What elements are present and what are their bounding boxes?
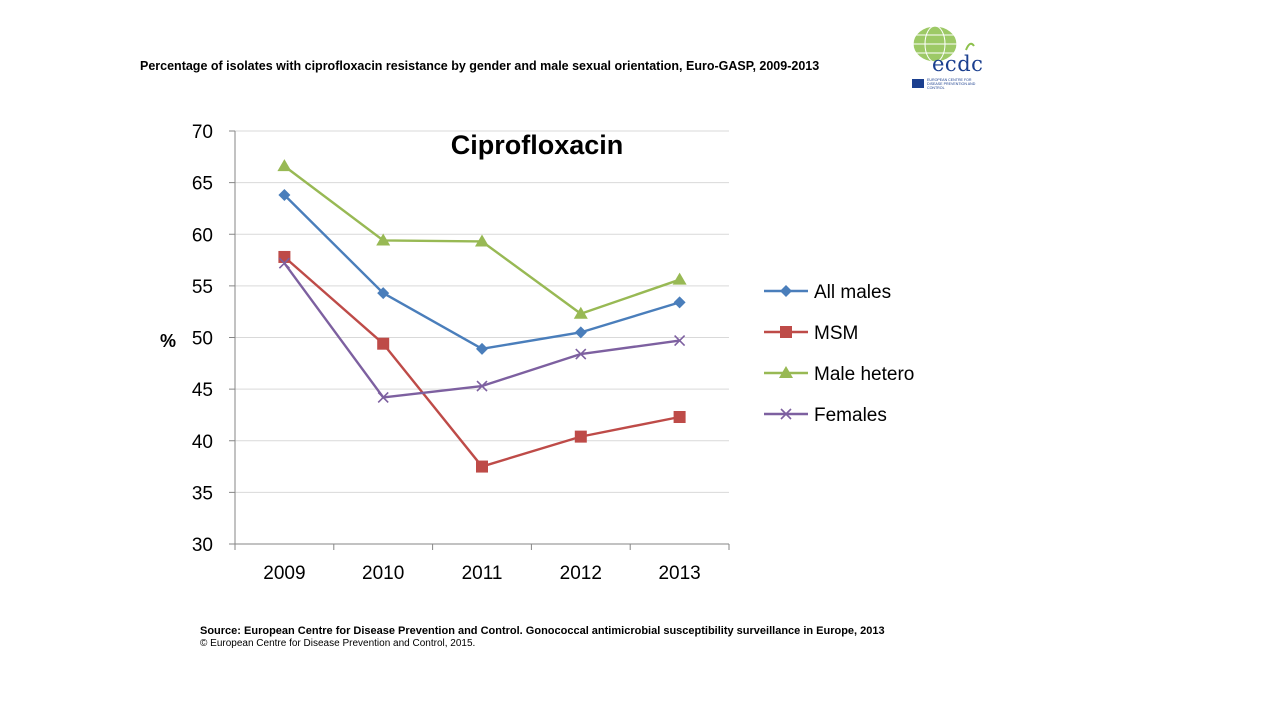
logo-text: ecdc xyxy=(932,52,984,76)
data-point-msm xyxy=(673,411,686,424)
data-point-msm xyxy=(574,430,587,443)
legend-label-msm: MSM xyxy=(814,323,858,344)
data-point-all-males xyxy=(377,287,390,300)
y-tick-label: 30 xyxy=(192,535,213,556)
source-note: Source: European Centre for Disease Prev… xyxy=(200,625,885,649)
x-tick-label: 2012 xyxy=(560,563,602,584)
x-tick-label: 2011 xyxy=(462,563,503,584)
data-point-msm xyxy=(377,337,390,350)
y-tick-label: 60 xyxy=(192,225,213,246)
data-point-all-males xyxy=(278,189,291,202)
legend-marker-msm xyxy=(780,326,792,338)
data-point-msm xyxy=(278,250,291,263)
y-tick-label: 65 xyxy=(192,174,213,195)
x-tick-label: 2009 xyxy=(263,563,305,584)
x-tick-label: 2013 xyxy=(658,563,700,584)
y-tick-label: 35 xyxy=(192,483,213,504)
data-point-females xyxy=(377,391,389,403)
series-line-females xyxy=(283,262,680,399)
data-point-male-hetero xyxy=(672,272,687,285)
globe-icon xyxy=(912,25,975,63)
data-point-male-hetero xyxy=(277,159,292,172)
logo-subtext: European Centre for Disease Prevention a… xyxy=(927,78,976,90)
y-tick-label: 55 xyxy=(192,277,213,298)
legend-label-all-males: All males xyxy=(814,282,891,303)
data-point-all-males xyxy=(673,296,686,309)
data-point-females xyxy=(476,380,488,392)
y-tick-label: 45 xyxy=(192,380,213,401)
legend-label-females: Females xyxy=(814,405,887,426)
line-chart: 30 35 40 45 50 55 60 65 70 2009 2010 2011 2012 2013% C… xyxy=(160,122,914,584)
slide-title: Percentage of isolates with ciprofloxaci… xyxy=(140,59,820,73)
source-line: Source: European Centre for Disease Prev… xyxy=(200,625,885,637)
legend-marker-male-hetero xyxy=(779,366,793,378)
legend-label-male-hetero: Male hetero xyxy=(814,364,914,385)
y-tick-label: 40 xyxy=(192,432,213,453)
data-point-male-hetero xyxy=(376,233,391,246)
ecdc-logo: ecdc European Centre for Disease Prevent… xyxy=(908,22,992,94)
data-point-all-males xyxy=(574,326,587,339)
x-tick-label: 2010 xyxy=(362,563,404,584)
data-point-male-hetero xyxy=(573,306,588,319)
eu-flag-icon xyxy=(912,79,924,88)
y-axis-label: % xyxy=(160,331,176,351)
y-tick-label: 50 xyxy=(192,329,213,350)
chart-title: Ciprofloxacin xyxy=(451,130,624,160)
data-point-msm xyxy=(476,460,488,473)
series-line-msm xyxy=(283,256,680,468)
data-point-all-males xyxy=(476,342,488,355)
data-point-male-hetero xyxy=(475,234,489,247)
series-line-all-males xyxy=(283,194,680,351)
data-point-females xyxy=(278,257,290,269)
copyright-line: © European Centre for Disease Prevention… xyxy=(200,638,476,649)
data-point-females xyxy=(674,335,686,347)
y-tick-label: 70 xyxy=(192,122,213,143)
legend-marker-females xyxy=(780,408,792,420)
data-point-females xyxy=(575,348,587,360)
legend-marker-all-males xyxy=(780,285,792,297)
